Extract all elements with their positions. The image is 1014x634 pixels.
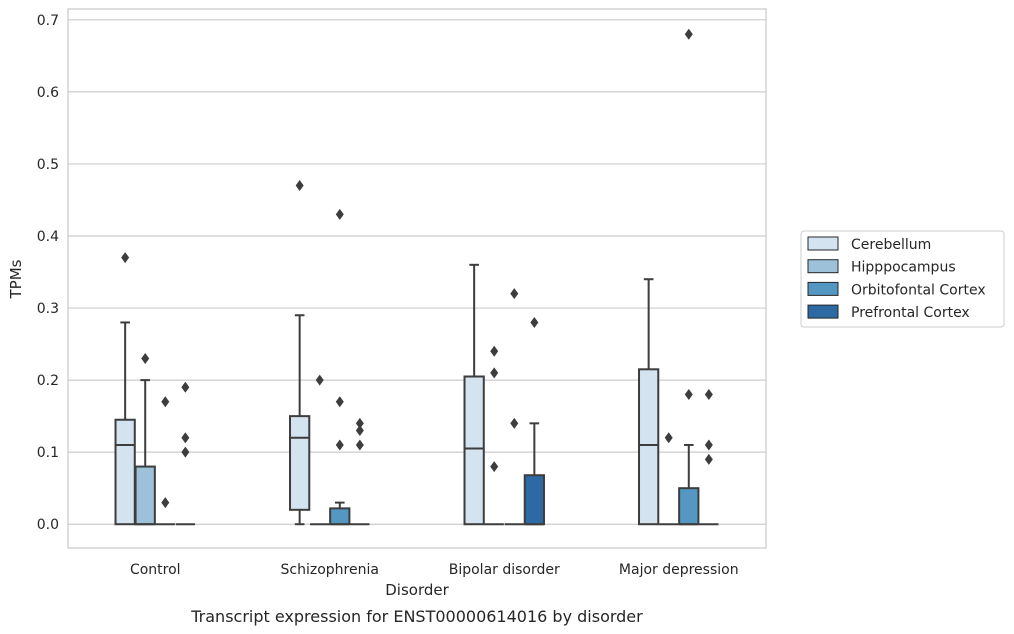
x-tick-label: Bipolar disorder	[449, 562, 560, 578]
y-tick-label: 0.4	[37, 229, 59, 245]
x-axis-label: Disorder	[385, 581, 449, 599]
box-body	[523, 474, 545, 526]
y-tick-label: 0.3	[37, 301, 59, 317]
outlier-point	[161, 396, 170, 408]
box-group	[523, 316, 545, 526]
outlier-point	[510, 288, 519, 300]
outlier-point	[704, 439, 713, 451]
box-body	[638, 368, 660, 526]
outlier-point	[490, 461, 499, 473]
legend-swatch	[807, 304, 839, 319]
grid-lines	[68, 19, 766, 525]
outlier-point	[684, 389, 693, 401]
box-group	[638, 278, 660, 526]
legend-frame	[800, 230, 1005, 328]
y-tick-label: 0.0	[37, 517, 59, 533]
box-group	[329, 208, 351, 526]
box-body	[289, 415, 311, 511]
outlier-point	[295, 180, 304, 192]
outlier-point	[510, 417, 519, 429]
outlier-point	[490, 345, 499, 357]
outlier-point	[530, 316, 539, 328]
x-tick-label: Schizophrenia	[281, 562, 379, 578]
outlier-point	[161, 497, 170, 509]
legend-label: Hipppocampus	[851, 260, 956, 276]
legend-swatch	[807, 236, 839, 251]
outlier-point	[490, 367, 499, 379]
legend-label: Orbitofontal Cortex	[851, 282, 986, 298]
box-group	[134, 352, 156, 526]
legend: Cerebellum Hipppocampus Orbitofontal Corte…	[800, 230, 1005, 328]
box-group	[114, 252, 136, 526]
outlier-point	[355, 417, 364, 429]
outlier-point	[355, 439, 364, 451]
box-body	[134, 465, 156, 526]
y-tick-label: 0.2	[37, 373, 59, 389]
outlier-point	[335, 439, 344, 451]
legend-label: Cerebellum	[851, 237, 931, 253]
outlier-point	[664, 432, 673, 444]
outlier-point	[335, 396, 344, 408]
outlier-point	[355, 425, 364, 437]
y-tick-label: 0.7	[37, 13, 59, 29]
outlier-point	[121, 252, 130, 264]
box-group	[350, 417, 370, 526]
y-tick-label: 0.1	[37, 445, 59, 461]
chart-caption: Transcript expression for ENST0000061401…	[190, 607, 643, 626]
legend-label: Prefrontal Cortex	[851, 305, 970, 321]
box-group	[678, 28, 700, 526]
box-series	[114, 28, 719, 526]
outlier-point	[181, 381, 190, 393]
outlier-point	[141, 352, 150, 364]
outlier-point	[181, 432, 190, 444]
x-axis-ticks: Control Schizophrenia Bipolar disorder Majo…	[130, 562, 739, 578]
outlier-point	[704, 453, 713, 465]
box-body	[114, 418, 136, 526]
outlier-point	[315, 374, 324, 386]
x-tick-label: Control	[130, 562, 181, 578]
box-group	[504, 288, 524, 526]
legend-swatch	[807, 281, 839, 296]
box-group	[175, 381, 195, 526]
x-tick-label: Major depression	[619, 562, 739, 578]
box-group	[463, 263, 485, 526]
box-body	[463, 375, 485, 526]
outlier-point	[335, 208, 344, 220]
box-group	[659, 432, 679, 526]
y-tick-label: 0.6	[37, 85, 59, 101]
legend-swatch	[807, 259, 839, 274]
box-group	[484, 345, 504, 526]
y-axis-ticks: 0.0 0.1 0.2 0.3 0.4 0.5 0.6 0.7	[37, 13, 59, 533]
box-body	[678, 487, 700, 526]
outlier-point	[684, 28, 693, 40]
box-group	[699, 389, 719, 526]
outlier-point	[181, 446, 190, 458]
box-group	[289, 180, 311, 526]
plot-area-frame	[67, 8, 767, 549]
box-group	[310, 374, 330, 526]
y-tick-label: 0.5	[37, 157, 59, 173]
outlier-point	[704, 389, 713, 401]
box-group	[155, 396, 175, 526]
box-body	[329, 507, 351, 526]
y-axis-label: TPMs	[7, 259, 25, 299]
